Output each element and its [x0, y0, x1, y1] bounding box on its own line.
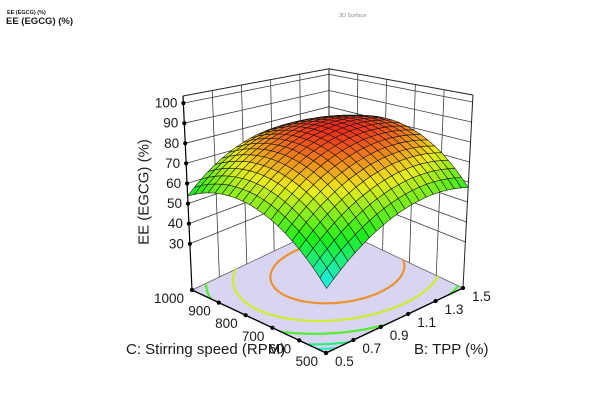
svg-text:900: 900 [188, 304, 211, 319]
svg-text:40: 40 [168, 216, 183, 231]
svg-text:800: 800 [215, 316, 238, 331]
svg-text:50: 50 [167, 196, 182, 211]
report-title-small: EE (EGCG) (%) [7, 10, 46, 16]
svg-text:1.3: 1.3 [445, 302, 464, 317]
x-axis-title: C: Stirring speed (RPM) [126, 341, 286, 358]
svg-text:600: 600 [269, 341, 292, 356]
z-axis-title: EE (EGCG) (%) [135, 139, 153, 245]
svg-text:1.1: 1.1 [417, 315, 436, 330]
svg-text:1000: 1000 [154, 291, 184, 306]
svg-text:1.5: 1.5 [472, 289, 491, 304]
svg-text:30: 30 [169, 236, 184, 251]
chart-type-watermark: 3D Surface [339, 13, 367, 19]
svg-text:0.9: 0.9 [390, 328, 409, 343]
y-axis-title: B: TPP (%) [414, 341, 489, 358]
svg-text:100: 100 [155, 96, 178, 111]
svg-text:0.5: 0.5 [335, 354, 354, 369]
surface-mesh [187, 114, 469, 289]
report-title-large: EE (EGCG) (%) [6, 16, 74, 27]
svg-text:80: 80 [164, 136, 179, 151]
svg-text:500: 500 [295, 354, 318, 369]
svg-text:700: 700 [242, 329, 265, 344]
svg-text:60: 60 [166, 176, 181, 191]
svg-text:70: 70 [165, 156, 180, 171]
svg-text:0.7: 0.7 [362, 341, 381, 356]
svg-text:90: 90 [163, 116, 178, 131]
